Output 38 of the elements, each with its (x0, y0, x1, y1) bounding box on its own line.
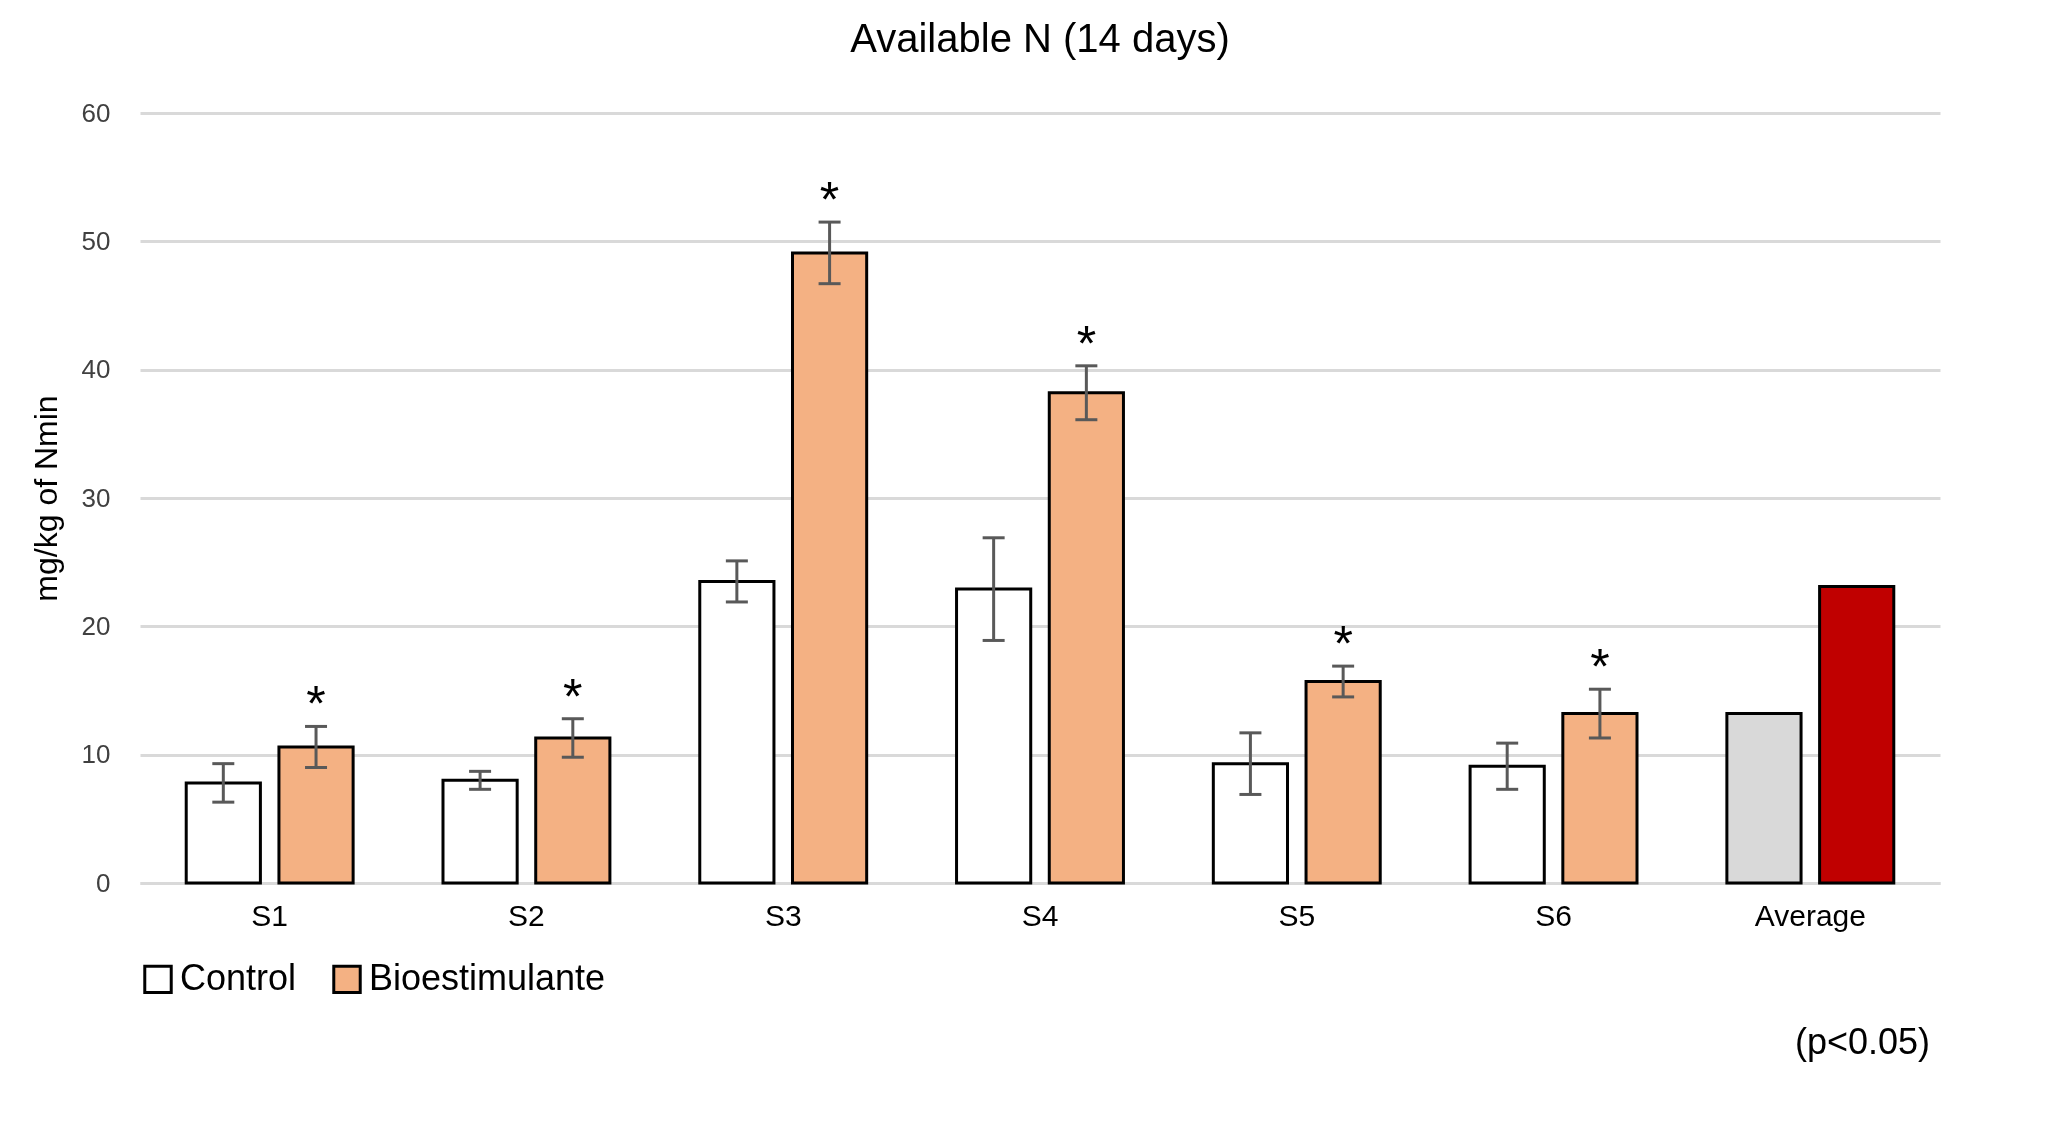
bar (534, 736, 612, 885)
bar (698, 579, 776, 885)
bar (1818, 585, 1896, 885)
chart-title: Available N (14 days) (850, 16, 1230, 60)
x-tick-label: S4 (1021, 898, 1059, 932)
x-tick-label: S5 (1278, 898, 1316, 932)
y-tick-label: 60 (81, 97, 111, 128)
x-tick-label: S6 (1535, 898, 1572, 932)
x-tick-label: S3 (764, 898, 802, 932)
bar (791, 251, 869, 885)
y-tick-label: 50 (81, 225, 111, 256)
bar (184, 781, 262, 885)
x-tick-label: Average (1754, 898, 1866, 932)
y-tick-label: 0 (96, 867, 111, 898)
y-tick-label: 30 (81, 482, 111, 513)
text: (p<0.05) (1794, 1021, 1930, 1062)
data-label: * (563, 668, 583, 725)
bar (1211, 762, 1289, 885)
data-label: * (1590, 639, 1610, 696)
y-tick-label: 20 (81, 610, 111, 641)
y-axis-title: mg/kg of Nmin (27, 395, 64, 602)
bar (277, 745, 355, 885)
bar (1304, 680, 1382, 885)
bar (1468, 764, 1546, 885)
bar (1047, 391, 1125, 885)
bar (441, 778, 519, 885)
data-label: * (819, 172, 840, 229)
y-tick-label: 10 (81, 739, 111, 770)
x-tick-label: S1 (251, 898, 289, 932)
x-tick-label: S2 (508, 898, 545, 932)
data-label: * (306, 676, 326, 733)
data-label: * (1076, 315, 1097, 372)
data-label: * (1333, 616, 1353, 673)
legend-label: Control (180, 957, 297, 999)
y-tick-label: 40 (81, 354, 111, 385)
bar (955, 587, 1033, 885)
legend-label: Bioestimulante (369, 957, 606, 999)
bar (1561, 712, 1639, 885)
